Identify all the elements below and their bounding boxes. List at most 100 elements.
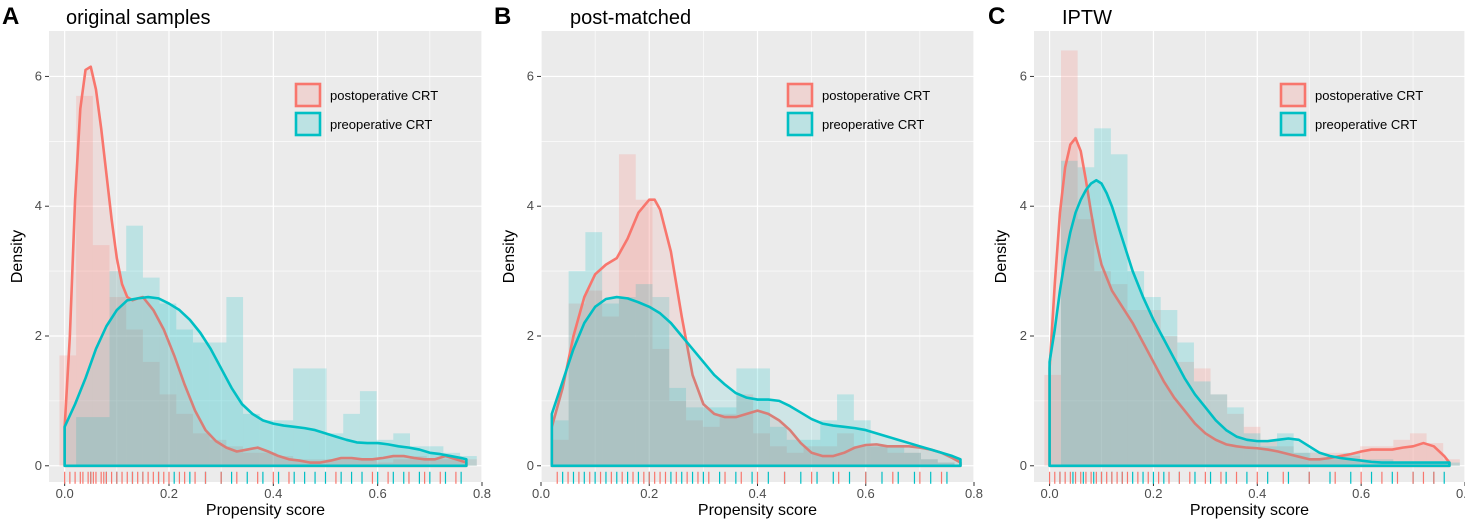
panel-letter: C	[988, 3, 1005, 30]
pre-histogram-bar	[686, 407, 703, 466]
plot-background	[1034, 31, 1465, 482]
post-histogram-bar	[753, 433, 770, 466]
post-histogram-bar	[1376, 446, 1394, 466]
y-tick-label: 2	[1020, 328, 1027, 343]
post-histogram-bar	[853, 446, 871, 466]
pre-histogram-bar	[176, 329, 193, 466]
post-histogram-bar	[359, 459, 377, 466]
x-axis-title: Propensity score	[206, 502, 325, 519]
pre-histogram-bar	[226, 297, 244, 466]
y-tick-label: 2	[527, 328, 534, 343]
pre-histogram-bar	[1393, 462, 1410, 466]
legend-key-postoperative	[294, 82, 322, 108]
x-tick-label: 0.0	[1041, 486, 1059, 501]
post-histogram-bar	[937, 462, 955, 466]
post-histogram-bar	[585, 290, 603, 466]
pre-histogram-bar	[359, 391, 377, 466]
post-histogram-bar	[1077, 219, 1095, 466]
post-histogram-bar	[443, 459, 461, 466]
post-histogram-bar	[76, 95, 93, 466]
post-histogram-bar	[1160, 335, 1178, 466]
post-histogram-bar	[1144, 310, 1161, 466]
y-tick-label: 6	[527, 68, 534, 83]
pre-histogram-bar	[853, 420, 871, 466]
pre-histogram-bar	[870, 446, 888, 466]
y-axis-title: Density	[9, 230, 26, 283]
pre-histogram-bar	[602, 303, 619, 466]
pre-histogram-bar	[719, 407, 737, 466]
pre-histogram-bar	[669, 387, 687, 466]
post-histogram-bar	[602, 316, 619, 466]
panel-letter: A	[2, 3, 19, 30]
post-histogram-bar	[769, 446, 787, 466]
post-histogram-bar	[1426, 443, 1444, 466]
pre-histogram-bar	[1077, 167, 1095, 466]
post-histogram-bar	[1260, 439, 1278, 466]
panel-letter: B	[494, 3, 511, 30]
pre-histogram-bar	[837, 394, 854, 466]
x-axis-title: Propensity score	[698, 502, 817, 519]
pre-histogram-bar	[769, 426, 787, 466]
x-tick-label: 0.8	[1456, 486, 1465, 501]
post-histogram-bar	[786, 452, 804, 466]
post-histogram-bar	[410, 456, 427, 466]
legend-label-preoperative: preoperative CRT	[330, 117, 432, 132]
x-tick-label: 0.6	[857, 486, 875, 501]
post-histogram-bar	[1127, 310, 1145, 466]
x-tick-label: 0.8	[965, 486, 983, 501]
pre-histogram-bar	[920, 459, 938, 466]
pre-histogram-bar	[1061, 160, 1078, 466]
post-histogram-bar	[159, 394, 177, 466]
pre-histogram-bar	[1326, 459, 1344, 466]
pre-histogram-bar	[702, 407, 720, 466]
legend: postoperative CRT preoperative CRT	[1279, 82, 1423, 137]
x-tick-label: 0.2	[640, 486, 658, 501]
x-tick-label: 0.0	[56, 486, 74, 501]
post-histogram-bar	[259, 452, 277, 466]
legend-key-preoperative	[786, 111, 814, 137]
panel-title: original samples	[66, 7, 211, 29]
pre-density-curve	[63, 295, 468, 468]
pre-histogram-bar	[309, 368, 327, 466]
pre-histogram-bar	[1110, 154, 1128, 466]
post-histogram-bar	[142, 361, 160, 466]
pre-histogram-bar	[192, 342, 210, 466]
post-histogram-bar	[1110, 284, 1128, 466]
x-tick-label: 0.8	[473, 486, 491, 501]
post-histogram-bar	[1409, 433, 1427, 466]
x-tick-label: 0.6	[1352, 486, 1370, 501]
post-histogram-bar	[376, 462, 394, 466]
y-axis-title: Density	[993, 230, 1010, 283]
pre-density-curve	[550, 295, 962, 468]
post-histogram-bar	[1243, 426, 1261, 466]
pre-histogram-bar	[585, 232, 603, 466]
panel-c: C IPTW 0.0 0.2 0.4 0.6 0.8 0 2 4 6 Propensity score…	[988, 3, 1465, 519]
pre-histogram-bar	[1193, 381, 1211, 466]
post-histogram-bar	[1193, 368, 1211, 466]
pre-histogram-bar	[92, 417, 110, 466]
legend-key-preoperative	[1279, 111, 1307, 137]
x-tick-label: 0.4	[1248, 486, 1266, 501]
legend-label-postoperative: postoperative CRT	[1315, 88, 1423, 103]
post-density-curve	[1048, 136, 1451, 468]
post-histogram-bar	[669, 400, 687, 466]
post-histogram-bar	[393, 459, 411, 466]
panel-title: IPTW	[1062, 7, 1112, 29]
legend: postoperative CRT preoperative CRT	[786, 82, 930, 137]
post-histogram-bar	[1343, 456, 1361, 466]
post-histogram-bar	[109, 297, 127, 466]
legend-label-postoperative: postoperative CRT	[822, 88, 930, 103]
post-histogram-bar	[920, 459, 938, 466]
pre-histogram-bar	[109, 271, 127, 466]
post-histogram-bar	[293, 459, 310, 466]
pre-histogram-bar	[568, 271, 586, 466]
post-histogram-bar	[719, 413, 737, 466]
y-tick-label: 0	[1020, 458, 1027, 473]
x-axis-title: Propensity score	[1190, 502, 1309, 519]
pre-histogram-bar	[460, 456, 477, 466]
post-histogram-bar	[652, 348, 670, 466]
post-histogram-bar	[343, 459, 360, 466]
post-histogram-bar	[803, 446, 821, 466]
